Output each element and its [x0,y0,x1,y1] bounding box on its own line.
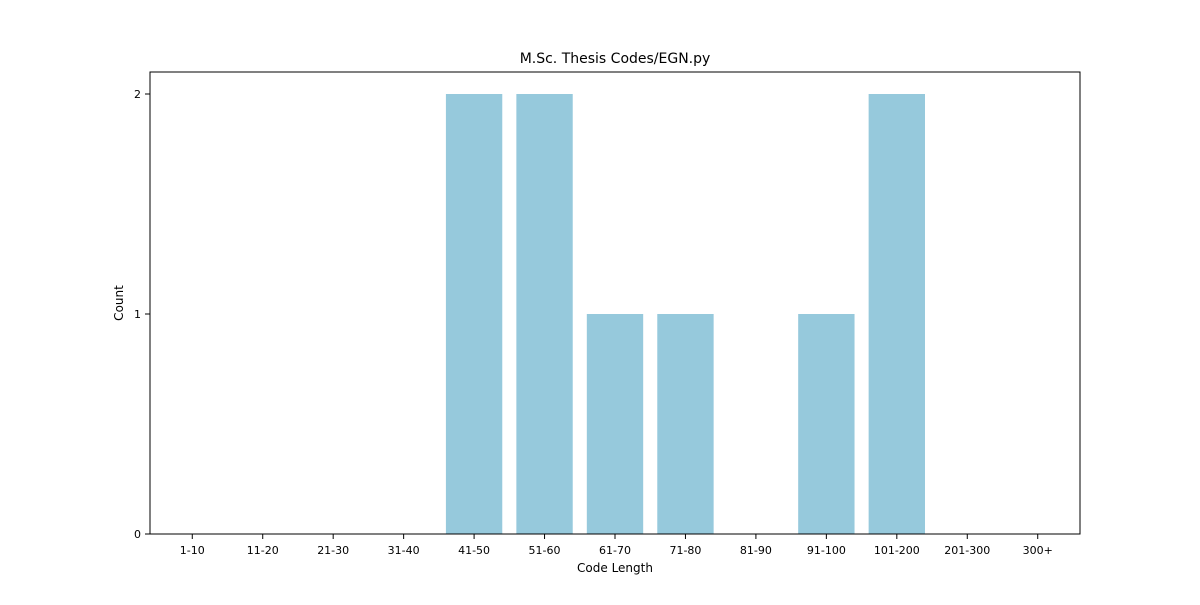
x-tick-label: 201-300 [944,544,990,557]
x-tick-label: 81-90 [740,544,772,557]
bar-9 [798,314,855,534]
y-axis-label: Count [112,285,126,321]
x-tick-label: 1-10 [180,544,205,557]
y-tick-label: 1 [134,308,141,321]
x-tick-label: 41-50 [458,544,490,557]
x-tick-label: 101-200 [874,544,920,557]
bar-5 [516,94,573,534]
x-axis-ticks: 1-10 11-20 21-30 31-40 41-50 51-60 61-70 71-80 8… [180,534,1053,557]
x-tick-label: 21-30 [317,544,349,557]
y-tick-label: 0 [134,528,141,541]
bars-group [445,94,925,534]
bar-10 [868,94,925,534]
x-tick-label: 91-100 [807,544,846,557]
x-axis-label: Code Length [577,561,653,575]
y-tick-label: 2 [134,88,141,101]
x-tick-label: 71-80 [669,544,701,557]
bar-7 [657,314,714,534]
y-axis-ticks: 0 1 2 [134,88,150,541]
bar-6 [586,314,644,534]
x-tick-label: 300+ [1023,544,1053,557]
x-tick-label: 61-70 [599,544,631,557]
x-tick-label: 11-20 [247,544,279,557]
x-tick-label: 31-40 [388,544,420,557]
chart-title: M.Sc. Thesis Codes/EGN.py [520,51,711,67]
bar-4 [445,94,503,534]
x-tick-label: 51-60 [529,544,561,557]
